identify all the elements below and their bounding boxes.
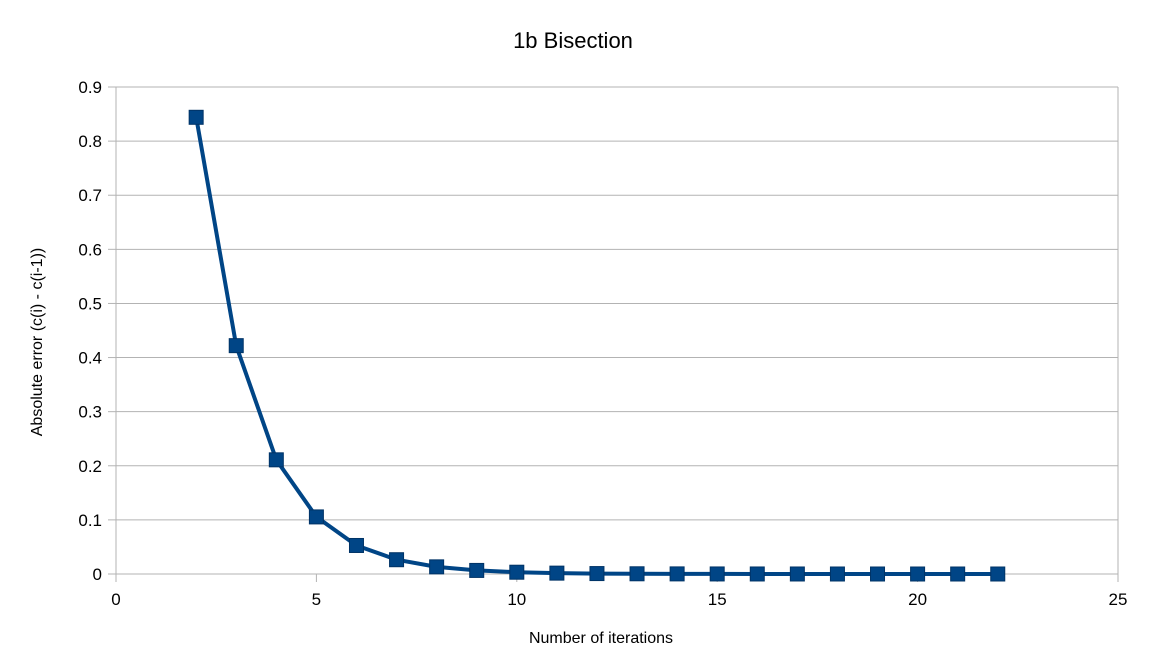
x-tick-label: 25 <box>1109 590 1128 609</box>
data-point <box>429 559 445 575</box>
x-tick-label: 15 <box>708 590 727 609</box>
x-tick-label: 10 <box>507 590 526 609</box>
y-tick-label: 0.4 <box>78 349 102 368</box>
x-tick-label: 0 <box>111 590 120 609</box>
y-tick-label: 0.2 <box>78 457 102 476</box>
y-tick-label: 0 <box>93 565 102 584</box>
y-tick-label: 0.3 <box>78 403 102 422</box>
data-point <box>589 566 605 582</box>
data-point <box>709 566 725 582</box>
data-point <box>228 338 244 354</box>
y-tick-label: 0.1 <box>78 511 102 530</box>
x-tick-label: 20 <box>908 590 927 609</box>
data-point <box>268 452 284 468</box>
series <box>188 109 1006 582</box>
data-point <box>990 566 1006 582</box>
data-point <box>469 562 485 578</box>
y-tick-label: 0.5 <box>78 294 102 313</box>
x-axis-label: Number of iterations <box>529 630 673 647</box>
y-axis-label: Absolute error (c(i) - c(i-1)) <box>29 248 46 436</box>
data-point <box>749 566 765 582</box>
data-point <box>188 109 204 125</box>
chart-title: 1b Bisection <box>513 28 633 53</box>
data-point <box>669 566 685 582</box>
data-point <box>789 566 805 582</box>
data-point <box>509 564 525 580</box>
data-point <box>549 565 565 581</box>
y-tick-label: 0.7 <box>78 186 102 205</box>
y-tick-label: 0.8 <box>78 132 102 151</box>
series-line <box>194 116 998 576</box>
data-point <box>348 537 364 553</box>
data-point <box>829 566 845 582</box>
data-point <box>308 509 324 525</box>
y-tick-label: 0.6 <box>78 240 102 259</box>
data-point <box>870 566 886 582</box>
gridlines <box>116 86 1118 575</box>
data-point <box>629 566 645 582</box>
data-point <box>389 552 405 568</box>
data-point <box>950 566 966 582</box>
data-point <box>910 566 926 582</box>
axes: 0 0.1 0.2 0.3 0.4 0.5 0.6 0.7 0.8 0.9 0 5 10 15 20 25 <box>78 78 1127 609</box>
y-tick-label: 0.9 <box>78 78 102 97</box>
x-tick-label: 5 <box>312 590 321 609</box>
